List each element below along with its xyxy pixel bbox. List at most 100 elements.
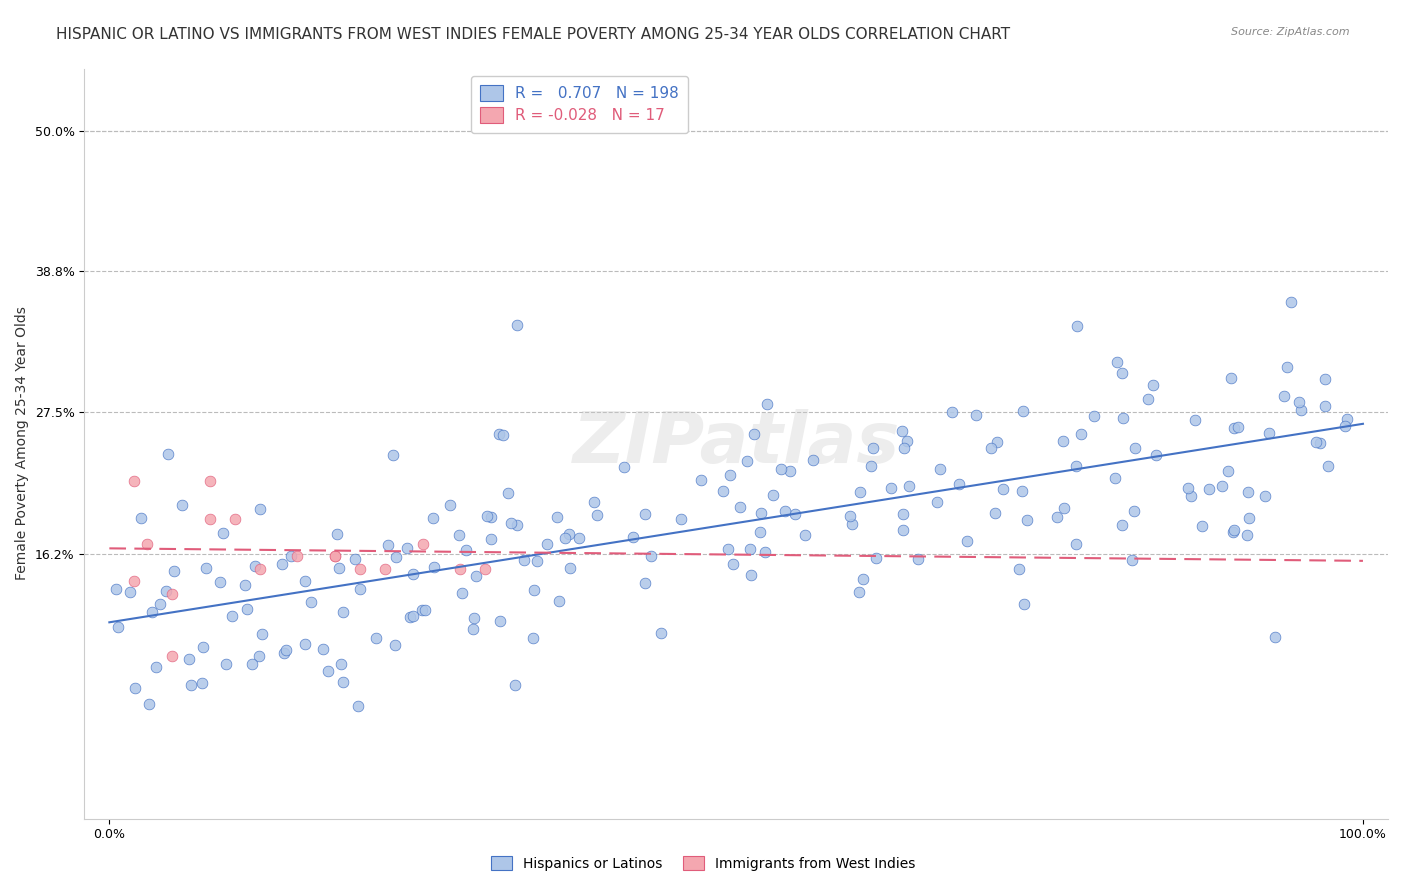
Immigrants from West Indies	[449, 561, 471, 575]
Hispanics or Latinos	[138, 697, 160, 711]
Hispanics or Latinos	[925, 495, 948, 509]
Hispanics or Latinos	[488, 427, 510, 442]
Immigrants from West Indies	[224, 511, 246, 525]
Hispanics or Latinos	[402, 567, 425, 582]
Hispanics or Latinos	[456, 543, 478, 558]
Hispanics or Latinos	[191, 640, 214, 654]
Hispanics or Latinos	[546, 509, 568, 524]
Hispanics or Latinos	[1177, 481, 1199, 495]
Hispanics or Latinos	[1045, 509, 1067, 524]
Immigrants from West Indies	[323, 549, 346, 563]
Hispanics or Latinos	[124, 681, 146, 696]
Immigrants from West Indies	[374, 561, 396, 575]
Hispanics or Latinos	[274, 643, 297, 657]
Hispanics or Latinos	[215, 657, 238, 671]
Immigrants from West Indies	[474, 561, 496, 575]
Hispanics or Latinos	[717, 541, 740, 556]
Hispanics or Latinos	[211, 525, 233, 540]
Hispanics or Latinos	[1053, 501, 1076, 516]
Hispanics or Latinos	[330, 657, 353, 672]
Hispanics or Latinos	[1279, 294, 1302, 309]
Hispanics or Latinos	[326, 527, 349, 541]
Hispanics or Latinos	[163, 564, 186, 578]
Hispanics or Latinos	[191, 676, 214, 690]
Hispanics or Latinos	[301, 595, 323, 609]
Hispanics or Latinos	[180, 678, 202, 692]
Hispanics or Latinos	[1123, 441, 1146, 455]
Hispanics or Latinos	[382, 448, 405, 462]
Hispanics or Latinos	[280, 549, 302, 563]
Hispanics or Latinos	[332, 605, 354, 619]
Hispanics or Latinos	[240, 657, 263, 671]
Hispanics or Latinos	[941, 404, 963, 418]
Hispanics or Latinos	[839, 508, 862, 523]
Hispanics or Latinos	[585, 508, 607, 522]
Hispanics or Latinos	[783, 507, 806, 521]
Hispanics or Latinos	[270, 558, 292, 572]
Hispanics or Latinos	[742, 427, 765, 442]
Hispanics or Latinos	[401, 609, 423, 624]
Hispanics or Latinos	[669, 512, 692, 526]
Text: HISPANIC OR LATINO VS IMMIGRANTS FROM WEST INDIES FEMALE POVERTY AMONG 25-34 YEA: HISPANIC OR LATINO VS IMMIGRANTS FROM WE…	[56, 27, 1011, 42]
Hispanics or Latinos	[928, 462, 950, 476]
Immigrants from West Indies	[287, 549, 309, 563]
Hispanics or Latinos	[560, 561, 582, 575]
Hispanics or Latinos	[209, 574, 232, 589]
Hispanics or Latinos	[762, 488, 785, 502]
Hispanics or Latinos	[1111, 518, 1133, 533]
Hispanics or Latinos	[1122, 504, 1144, 518]
Hispanics or Latinos	[848, 584, 870, 599]
Hispanics or Latinos	[273, 647, 295, 661]
Immigrants from West Indies	[323, 549, 346, 563]
Immigrants from West Indies	[124, 474, 146, 488]
Hispanics or Latinos	[105, 582, 128, 596]
Hispanics or Latinos	[779, 464, 801, 478]
Hispanics or Latinos	[956, 533, 979, 548]
Immigrants from West Indies	[249, 561, 271, 575]
Hispanics or Latinos	[650, 626, 672, 640]
Hispanics or Latinos	[1315, 372, 1337, 386]
Hispanics or Latinos	[980, 441, 1002, 455]
Hispanics or Latinos	[513, 553, 536, 567]
Hispanics or Latinos	[107, 619, 129, 633]
Hispanics or Latinos	[1218, 465, 1240, 479]
Hispanics or Latinos	[464, 568, 486, 582]
Hispanics or Latinos	[634, 507, 657, 521]
Immigrants from West Indies	[198, 474, 221, 488]
Hispanics or Latinos	[1105, 355, 1128, 369]
Hispanics or Latinos	[557, 527, 579, 541]
Hispanics or Latinos	[948, 476, 970, 491]
Hispanics or Latinos	[554, 531, 576, 545]
Hispanics or Latinos	[177, 652, 200, 666]
Hispanics or Latinos	[984, 506, 1007, 520]
Hispanics or Latinos	[1008, 562, 1031, 576]
Hispanics or Latinos	[396, 541, 419, 556]
Hispanics or Latinos	[328, 561, 350, 575]
Hispanics or Latinos	[377, 537, 399, 551]
Legend: R =   0.707   N = 198, R = -0.028   N = 17: R = 0.707 N = 198, R = -0.028 N = 17	[471, 76, 689, 133]
Hispanics or Latinos	[1264, 630, 1286, 644]
Hispanics or Latinos	[1146, 448, 1168, 462]
Hispanics or Latinos	[748, 525, 770, 540]
Hispanics or Latinos	[1272, 389, 1295, 403]
Hispanics or Latinos	[775, 503, 797, 517]
Legend: Hispanics or Latinos, Immigrants from West Indies: Hispanics or Latinos, Immigrants from We…	[485, 850, 921, 876]
Hispanics or Latinos	[145, 660, 167, 674]
Hispanics or Latinos	[1198, 483, 1220, 497]
Hispanics or Latinos	[252, 627, 274, 641]
Hispanics or Latinos	[880, 481, 903, 495]
Hispanics or Latinos	[364, 632, 387, 646]
Hispanics or Latinos	[891, 424, 914, 438]
Hispanics or Latinos	[1223, 524, 1246, 538]
Hispanics or Latinos	[852, 573, 875, 587]
Hispanics or Latinos	[344, 552, 367, 566]
Hispanics or Latinos	[547, 594, 569, 608]
Hispanics or Latinos	[1316, 458, 1339, 473]
Hispanics or Latinos	[475, 509, 498, 524]
Hispanics or Latinos	[749, 506, 772, 520]
Hispanics or Latinos	[640, 549, 662, 564]
Hispanics or Latinos	[862, 441, 884, 455]
Hispanics or Latinos	[243, 558, 266, 573]
Hispanics or Latinos	[1066, 319, 1088, 334]
Hispanics or Latinos	[728, 500, 751, 515]
